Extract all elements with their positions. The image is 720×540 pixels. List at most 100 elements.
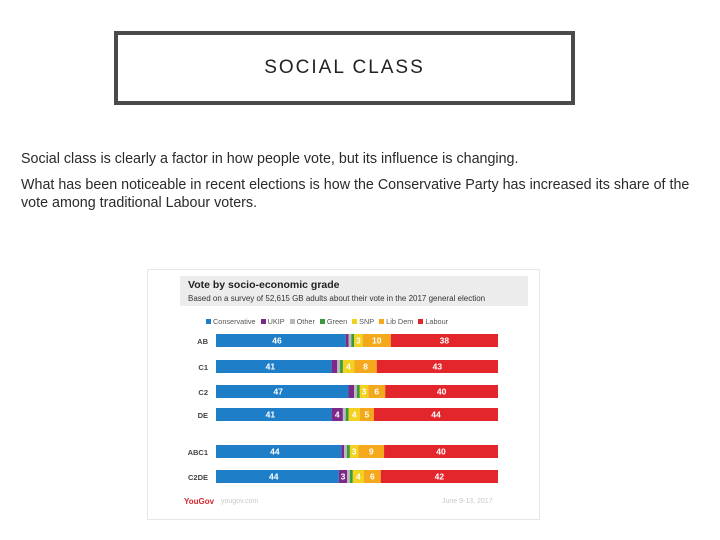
legend-item: SNP — [352, 316, 374, 326]
data-label: 9 — [369, 447, 374, 457]
chart-title: Vote by socio-economic grade — [188, 279, 340, 291]
bar-segment — [216, 385, 349, 398]
bar-segment — [216, 334, 346, 347]
legend-label: Labour — [425, 316, 449, 326]
bar-segment — [331, 360, 338, 373]
data-label: 8 — [363, 362, 368, 372]
data-label: 41 — [266, 362, 276, 372]
data-label: 3 — [352, 447, 357, 457]
legend-swatch — [352, 318, 358, 324]
bar-segment — [341, 445, 345, 458]
legend-swatch — [289, 318, 295, 324]
data-label: 4 — [352, 410, 357, 420]
bar-segment — [359, 408, 374, 421]
bar-segment — [342, 408, 346, 421]
data-label: 43 — [433, 362, 443, 372]
category-label: C2DE — [188, 473, 208, 482]
legend-swatch — [379, 318, 385, 324]
data-label: 6 — [370, 472, 375, 482]
data-label: 44 — [269, 472, 279, 482]
bar-segment — [368, 385, 386, 398]
legend-item: Other — [289, 316, 315, 326]
legend-swatch — [418, 318, 424, 324]
bar-segment — [216, 445, 342, 458]
category-label: DE — [198, 411, 208, 420]
bar-segment — [331, 408, 343, 421]
slide-body: Social class is clearly a factor in how … — [21, 150, 691, 220]
category-label: ABC1 — [188, 448, 208, 457]
bar-segment — [344, 445, 348, 458]
data-label: 10 — [372, 336, 382, 346]
data-label: 38 — [440, 336, 450, 346]
bar-segment — [216, 408, 332, 421]
bar-segment — [354, 385, 357, 398]
data-label: 3 — [362, 387, 367, 397]
bar-segment — [376, 360, 498, 373]
data-label: 4 — [335, 410, 340, 420]
yougov-logo: YouGov — [184, 497, 215, 506]
bar-segment — [380, 470, 498, 483]
data-label: 44 — [270, 447, 280, 457]
bar-segment — [362, 334, 391, 347]
bar-segment — [348, 385, 355, 398]
data-label: 4 — [356, 472, 361, 482]
bar-segment — [354, 360, 377, 373]
legend-label: UKIP — [267, 316, 285, 326]
bar-segment — [216, 360, 332, 373]
bar-segment — [385, 385, 498, 398]
bar-segment — [373, 408, 498, 421]
legend-item: Lib Dem — [379, 316, 413, 326]
chart-legend: Conservative UKIP Other Green SNP Lib Dem Labo… — [206, 316, 536, 326]
category-label: C1 — [198, 363, 208, 372]
legend-item: Green — [319, 316, 348, 326]
survey-date: June 9-13, 2017 — [442, 498, 493, 505]
bar-segment — [342, 360, 355, 373]
legend-item: Labour — [418, 316, 448, 326]
category-label: C2 — [198, 388, 208, 397]
bar-segment — [351, 334, 355, 347]
slide-title: SOCIAL CLASS — [264, 57, 425, 78]
chart-header-band — [180, 276, 528, 306]
data-label: 3 — [356, 336, 361, 346]
bar-segment — [338, 470, 348, 483]
bar-segment — [337, 360, 341, 373]
data-label: 46 — [272, 336, 282, 346]
bar-segment — [348, 334, 352, 347]
data-label: 5 — [365, 410, 370, 420]
body-paragraph-2: What has been noticeable in recent elect… — [21, 177, 690, 211]
chart-subtitle: Based on a survey of 52,615 GB adults ab… — [188, 294, 486, 303]
body-paragraph-1: Social class is clearly a factor in how … — [21, 151, 519, 167]
bar-segment — [352, 470, 364, 483]
data-label: 42 — [435, 472, 445, 482]
bar-segment — [359, 385, 369, 398]
bar-segment — [216, 470, 339, 483]
legend-label: Conservative — [213, 316, 256, 326]
bar-segment — [354, 334, 363, 347]
bar-segment — [345, 408, 349, 421]
legend-item: Conservative — [206, 316, 256, 326]
bar-segment — [340, 360, 343, 373]
legend-label: SNP — [359, 316, 375, 326]
legend-label: Green — [326, 316, 348, 326]
chart-figure: Vote by socio-economic grade Based on a … — [147, 269, 540, 520]
legend-swatch — [260, 318, 266, 324]
bar-segment — [390, 334, 498, 347]
legend-label: Lib Dem — [386, 316, 414, 326]
legend-swatch — [206, 318, 211, 324]
data-label: 40 — [437, 387, 447, 397]
category-label: AB — [197, 337, 208, 346]
bar-segment — [384, 445, 498, 458]
bar-segment — [349, 445, 359, 458]
bar-segment — [348, 408, 360, 421]
data-label: 6 — [374, 387, 379, 397]
legend-item: UKIP — [260, 316, 285, 326]
bar-segment — [350, 470, 353, 483]
source-url: yougov.com — [221, 498, 259, 505]
legend-label: Other — [296, 316, 315, 326]
data-label: 4 — [346, 362, 351, 372]
bar-segment — [347, 470, 351, 483]
data-label: 40 — [436, 447, 446, 457]
data-label: 47 — [274, 387, 284, 397]
legend-swatch — [319, 318, 325, 324]
